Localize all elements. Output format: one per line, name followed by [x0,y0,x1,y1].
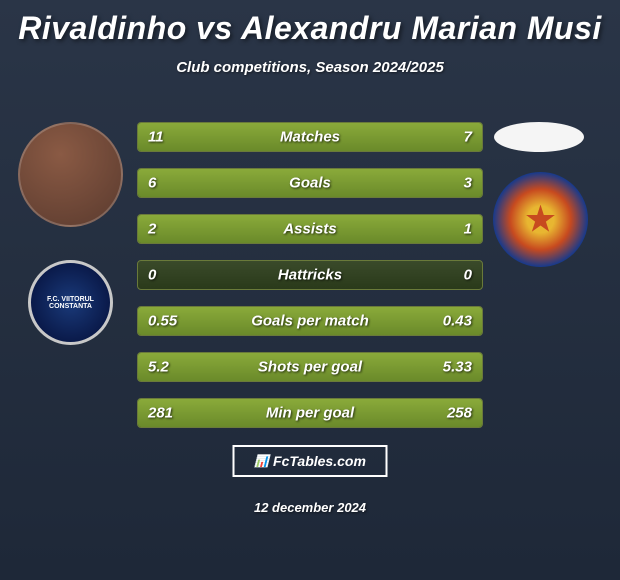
club-badge-right [493,172,588,267]
stat-row: 0.55 Goals per match 0.43 [137,306,483,336]
stat-label: Shots per goal [258,359,362,376]
bar-right [348,123,482,151]
footer-date: 12 december 2024 [254,500,366,515]
stat-value-left: 5.2 [148,359,169,376]
stat-row: 6 Goals 3 [137,168,483,198]
stat-value-right: 258 [447,405,472,422]
stat-value-right: 7 [464,129,472,146]
stat-row: 5.2 Shots per goal 5.33 [137,352,483,382]
stat-value-left: 6 [148,175,156,192]
stat-value-right: 1 [464,221,472,238]
stat-row: 11 Matches 7 [137,122,483,152]
star-icon [526,205,556,235]
club-badge-left: F.C. VIITORUL CONSTANTA [28,260,113,345]
chart-icon: 📊 [254,454,269,468]
stat-value-left: 11 [148,129,164,146]
page-title: Rivaldinho vs Alexandru Marian Musi [0,0,620,47]
stat-value-left: 0.55 [148,313,177,330]
stats-container: 11 Matches 7 6 Goals 3 2 Assists 1 0 Hattricks 0 0.5… [137,122,483,444]
club-shape-right [494,122,584,152]
stat-label: Hattricks [278,267,342,284]
stat-value-right: 3 [464,175,472,192]
stat-value-left: 281 [148,405,173,422]
stat-label: Goals per match [251,313,369,330]
stat-label: Assists [283,221,336,238]
stat-value-right: 5.33 [443,359,472,376]
stat-value-right: 0 [464,267,472,284]
brand-logo: 📊 FcTables.com [233,445,388,477]
stat-value-left: 0 [148,267,156,284]
stat-row: 0 Hattricks 0 [137,260,483,290]
stat-label: Matches [280,129,340,146]
page-subtitle: Club competitions, Season 2024/2025 [0,59,620,76]
stat-label: Min per goal [266,405,354,422]
stat-row: 281 Min per goal 258 [137,398,483,428]
stat-label: Goals [289,175,331,192]
stat-row: 2 Assists 1 [137,214,483,244]
bar-left [138,169,368,197]
brand-text: FcTables.com [273,453,366,469]
stat-value-left: 2 [148,221,156,238]
stat-value-right: 0.43 [443,313,472,330]
player-avatar-left [18,122,123,227]
